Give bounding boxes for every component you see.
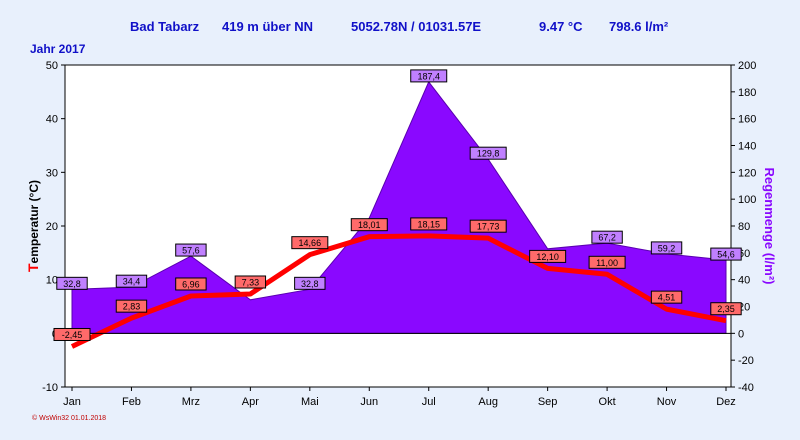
temperature-value-label: 2,35 <box>717 304 735 314</box>
y-right-tick-label: 160 <box>738 114 756 126</box>
rain-value-label-box <box>115 274 148 288</box>
temperature-value-label: 2,83 <box>123 302 141 312</box>
y-left-tick-label: 40 <box>46 114 58 126</box>
rain-value-label: 32,8 <box>301 279 319 289</box>
temperature-value-label: -2,45 <box>62 330 83 340</box>
temperature-legend-mark: T <box>25 263 41 272</box>
x-tick-label: Jul <box>422 396 436 408</box>
x-tick-label: Jan <box>63 396 81 408</box>
rain-value-label: 59,2 <box>658 243 676 253</box>
y-axis-left-label: Temperatur (°C) <box>25 180 41 272</box>
temperature-value-label: 11,00 <box>596 258 618 268</box>
temperature-value-label-box <box>350 218 388 232</box>
rain-value-label: 129,8 <box>477 149 500 159</box>
y-right-tick-label: 120 <box>738 167 756 179</box>
station-altitude: 419 m über NN <box>222 19 314 34</box>
temperature-value-label-box <box>469 219 507 233</box>
y-right-tick-label: 140 <box>738 141 756 153</box>
data-labels-layer: 32,8 34,4 57,6 32,8 187,4 129,8 67,2 59,2 54,6 -2… <box>53 69 742 341</box>
y-right-tick-label: 40 <box>738 275 750 287</box>
x-tick-label: Nov <box>657 396 677 408</box>
x-tick-label: Dez <box>716 396 736 408</box>
temperature-value-label-box <box>710 302 742 316</box>
rain-value-label: 54,6 <box>717 250 735 260</box>
y-right-tick-label: 0 <box>738 328 744 340</box>
rain-value-label-box <box>410 69 448 83</box>
year-label: Jahr 2017 <box>30 42 86 56</box>
y-left-tick-label: 10 <box>46 275 58 287</box>
y-right-tick-label: -20 <box>738 355 754 367</box>
total-rainfall: 798.6 l/m² <box>609 19 669 34</box>
mean-temperature: 9.47 °C <box>539 19 583 34</box>
temperature-value-label-box <box>115 299 148 313</box>
y-left-tick-label: 30 <box>46 167 58 179</box>
rain-value-label: 32,8 <box>63 279 81 289</box>
footer-credit: © WsWin32 01.01.2018 <box>32 414 106 422</box>
x-tick-label: Jun <box>360 396 378 408</box>
rain-value-label: 67,2 <box>598 233 616 243</box>
x-tick-label: Mai <box>301 396 319 408</box>
temperature-value-label-box <box>588 255 626 269</box>
y-right-tick-label: 180 <box>738 87 756 99</box>
y-left-tick-label: 50 <box>46 60 58 72</box>
temperature-value-label-box <box>410 217 448 231</box>
rain-value-label-box <box>175 243 207 257</box>
rain-value-label-box <box>294 276 326 290</box>
temperature-value-label: 12,10 <box>536 252 559 262</box>
temperature-line <box>70 233 727 349</box>
temperature-value-label: 14,66 <box>299 238 322 248</box>
temperature-value-label-box <box>234 275 267 289</box>
x-tick-label: Aug <box>478 396 498 408</box>
x-tick-label: Okt <box>599 396 616 408</box>
rain-value-label: 187,4 <box>417 71 440 81</box>
temperature-value-label-box <box>291 236 329 250</box>
y-right-tick-label: 200 <box>738 60 756 72</box>
temperature-value-label: 6,96 <box>182 279 200 289</box>
y-right-tick-label: -40 <box>738 382 754 394</box>
y-axis-right-label: Regenmenge (l/m²) <box>762 167 777 284</box>
temperature-value-label-box <box>529 249 567 263</box>
temperature-value-label-box <box>175 277 207 291</box>
rain-value-label-box <box>591 230 623 244</box>
y-left-tick-label: -10 <box>42 382 58 394</box>
rain-value-label-box <box>56 276 88 290</box>
rain-value-label: 57,6 <box>182 246 200 256</box>
temperature-value-label: 4,51 <box>658 293 676 303</box>
temperature-value-label: 18,01 <box>358 220 381 230</box>
rain-value-label-box <box>710 247 742 261</box>
x-tick-label: Sep <box>538 396 558 408</box>
rain-value-label: 34,4 <box>123 277 141 287</box>
temperature-value-label-box <box>650 290 683 304</box>
temperature-line-layer <box>70 233 727 349</box>
rain-value-label-box <box>650 241 683 255</box>
temperature-value-label: 17,73 <box>477 222 500 232</box>
station-name: Bad Tabarz <box>130 19 200 34</box>
x-tick-label: Apr <box>242 396 259 408</box>
y-right-tick-label: 100 <box>738 194 756 206</box>
y-left-tick-label: 20 <box>46 221 58 233</box>
temperature-value-label: 7,33 <box>242 277 260 287</box>
x-tick-label: Mrz <box>182 396 200 408</box>
temperature-value-label-box <box>53 327 91 341</box>
x-tick-label: Feb <box>122 396 141 408</box>
station-coordinates: 5052.78N / 01031.57E <box>351 19 482 34</box>
temperature-value-label: 18,15 <box>417 219 440 229</box>
rain-value-label-box <box>469 146 507 160</box>
y-right-tick-label: 80 <box>738 221 750 233</box>
